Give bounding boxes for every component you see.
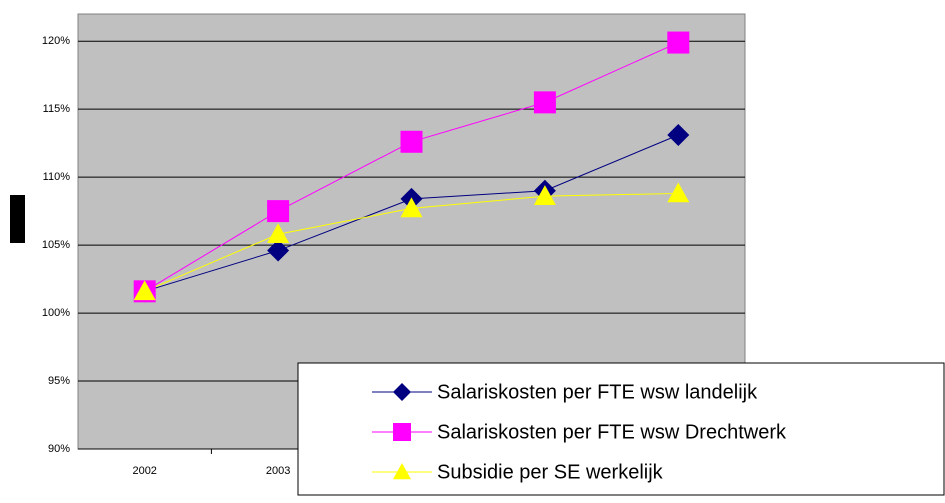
marker-triangle (400, 197, 423, 218)
x-tick-label: 2003 (266, 465, 290, 477)
marker-triangle (533, 185, 556, 205)
marker-diamond (667, 123, 690, 146)
marker-triangle (393, 463, 411, 480)
marker-square (267, 200, 290, 223)
marker-triangle (667, 182, 690, 203)
legend-label: Salariskosten per FTE wsw landelijk (437, 381, 758, 403)
y-tick-label: 110% (43, 171, 71, 183)
redacted-axis-title (10, 195, 25, 243)
x-tick-label: 2002 (132, 465, 156, 477)
marker-triangle (267, 223, 290, 244)
y-tick-label: 95% (48, 375, 70, 387)
marker-square (533, 91, 556, 114)
marker-diamond (267, 239, 290, 262)
legend-label: Subsidie per SE werkelijk (437, 461, 664, 483)
y-tick-label: 105% (42, 239, 70, 251)
marker-triangle (133, 280, 156, 301)
marker-diamond (393, 383, 411, 401)
marker-square (400, 130, 423, 153)
y-tick-label: 100% (42, 307, 70, 319)
marker-square (667, 31, 690, 54)
marker-square (393, 423, 411, 441)
y-tick-label: 90% (48, 443, 70, 455)
y-tick-label: 120% (42, 35, 70, 47)
y-tick-label: 115% (43, 103, 71, 115)
legend-label: Salariskosten per FTE wsw Drechtwerk (437, 421, 787, 443)
